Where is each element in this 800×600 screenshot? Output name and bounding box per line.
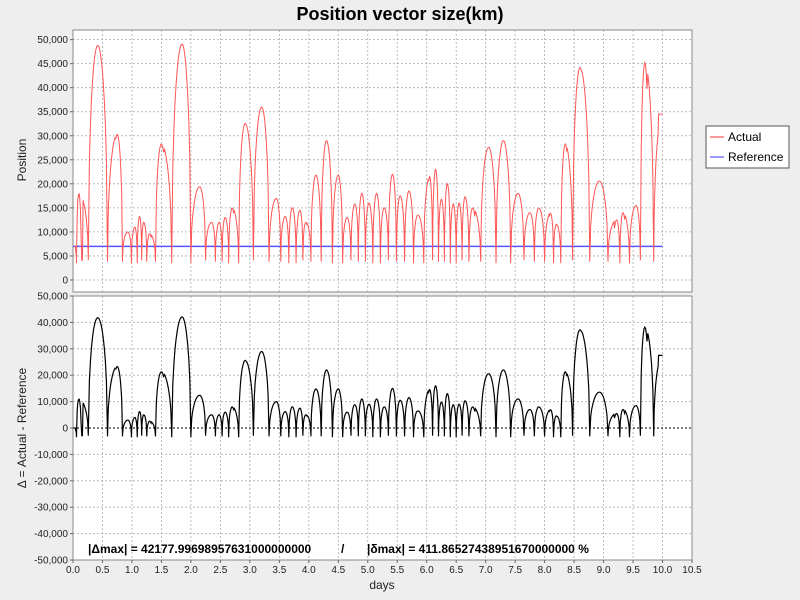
- bottom-y-tick-label: -50,000: [34, 556, 68, 567]
- top-y-tick-label: 35,000: [37, 107, 68, 118]
- x-tick-label: 8.0: [538, 565, 552, 576]
- top-y-tick-label: 40,000: [37, 83, 68, 94]
- x-tick-label: 3.0: [243, 565, 257, 576]
- top-y-tick-label: 30,000: [37, 131, 68, 142]
- x-tick-label: 4.0: [302, 565, 316, 576]
- x-tick-label: 4.5: [331, 565, 345, 576]
- bottom-y-tick-label: 0: [62, 424, 68, 435]
- chart-title: Position vector size(km): [296, 4, 503, 24]
- bottom-y-tick-label: 40,000: [37, 318, 68, 329]
- top-y-tick-label: 25,000: [37, 155, 68, 166]
- top-y-tick-label: 50,000: [37, 35, 68, 46]
- x-tick-label: 1.0: [125, 565, 139, 576]
- x-tick-label: 0.0: [66, 565, 80, 576]
- bottom-plot-panel: -50,000 -40,000 -30,000 -20,000 -10,000 0 10,0…: [15, 292, 693, 567]
- legend-label-actual: Actual: [728, 130, 761, 144]
- x-axis-label: days: [369, 578, 394, 592]
- top-y-tick-label: 20,000: [37, 179, 68, 190]
- bottom-y-ticks: -50,000 -40,000 -30,000 -20,000 -10,000 0 10,0…: [34, 292, 73, 567]
- x-tick-label: 3.5: [272, 565, 286, 576]
- top-gridlines: [73, 30, 692, 292]
- legend-box: [705, 125, 790, 169]
- x-tick-label: 10.5: [682, 565, 702, 576]
- bottom-y-tick-label: 20,000: [37, 371, 68, 382]
- stats-annotation: |Δmax| = 42177.99698957631000000000 / |δ…: [88, 542, 589, 556]
- legend-label-reference: Reference: [728, 150, 784, 164]
- bottom-y-tick-label: -30,000: [34, 503, 68, 514]
- top-y-tick-label: 10,000: [37, 227, 68, 238]
- top-plot-panel: 0 5,000 10,000 15,000 20,000 25,000 30,000 35,0…: [15, 29, 693, 293]
- top-y-tick-label: 5,000: [43, 251, 68, 262]
- top-y-axis-label: Position: [15, 139, 29, 182]
- rel-max-text: |δmax| = 411.86527438951670000000 %: [367, 542, 589, 556]
- bottom-y-tick-label: 30,000: [37, 344, 68, 355]
- x-tick-label: 6.0: [420, 565, 434, 576]
- x-tick-label: 10.0: [653, 565, 673, 576]
- x-tick-label: 5.0: [361, 565, 375, 576]
- x-tick-label: 9.5: [626, 565, 640, 576]
- delta-max-text: |Δmax| = 42177.99698957631000000000: [88, 542, 312, 556]
- x-tick-label: 2.5: [213, 565, 227, 576]
- stat-separator: /: [341, 542, 345, 556]
- top-series-group: [73, 43, 663, 264]
- bottom-y-tick-label: 10,000: [37, 397, 68, 408]
- delta-series-line: [74, 316, 663, 438]
- bottom-y-tick-label: -40,000: [34, 529, 68, 540]
- top-y-tick-label: 45,000: [37, 59, 68, 70]
- bottom-gridlines: [73, 296, 692, 560]
- top-y-tick-label: 15,000: [37, 203, 68, 214]
- x-tick-label: 9.0: [597, 565, 611, 576]
- x-tick-label: 5.5: [390, 565, 404, 576]
- x-tick-label: 1.5: [154, 565, 168, 576]
- actual-series-line: [74, 43, 663, 264]
- x-tick-label: 8.5: [567, 565, 581, 576]
- x-tick-label: 0.5: [96, 565, 110, 576]
- x-tick-label: 7.5: [508, 565, 522, 576]
- top-y-ticks: 0 5,000 10,000 15,000 20,000 25,000 30,000 35,0…: [37, 35, 73, 286]
- x-tick-label: 2.0: [184, 565, 198, 576]
- bottom-series-group: [73, 316, 692, 438]
- x-tick-label: 6.5: [449, 565, 463, 576]
- bottom-y-tick-label: 50,000: [37, 292, 68, 303]
- legend: Actual Reference: [705, 125, 790, 169]
- bottom-y-tick-label: -10,000: [34, 450, 68, 461]
- bottom-y-tick-label: -20,000: [34, 476, 68, 487]
- x-axis-ticks: 0.0 0.5 1.0 1.5 2.0 2.5 3.0 3.5 4.0 4.5 5.0 5.5 6.0 6…: [66, 560, 702, 576]
- x-tick-label: 7.0: [479, 565, 493, 576]
- top-plot-area: [72, 29, 693, 293]
- top-y-tick-label: 0: [62, 275, 68, 286]
- bottom-y-axis-label: Δ = Actual - Reference: [15, 367, 29, 488]
